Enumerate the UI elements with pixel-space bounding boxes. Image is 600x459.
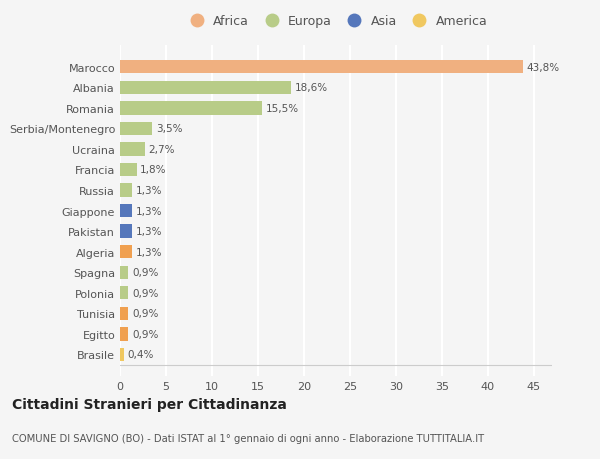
Bar bbox=[120, 246, 132, 259]
Text: 3,5%: 3,5% bbox=[156, 124, 182, 134]
Bar bbox=[120, 61, 523, 74]
Text: 1,8%: 1,8% bbox=[140, 165, 167, 175]
Bar bbox=[120, 143, 145, 156]
Text: 0,9%: 0,9% bbox=[132, 309, 158, 319]
Bar bbox=[120, 225, 132, 238]
Bar bbox=[120, 307, 128, 320]
Bar bbox=[120, 102, 262, 115]
Bar bbox=[120, 204, 132, 218]
Text: 18,6%: 18,6% bbox=[295, 83, 328, 93]
Bar bbox=[120, 123, 152, 136]
Text: 1,3%: 1,3% bbox=[136, 206, 162, 216]
Text: 1,3%: 1,3% bbox=[136, 185, 162, 196]
Text: 0,9%: 0,9% bbox=[132, 329, 158, 339]
Bar bbox=[120, 163, 137, 177]
Text: Cittadini Stranieri per Cittadinanza: Cittadini Stranieri per Cittadinanza bbox=[12, 397, 287, 412]
Text: 1,3%: 1,3% bbox=[136, 247, 162, 257]
Text: 0,9%: 0,9% bbox=[132, 268, 158, 278]
Text: 0,9%: 0,9% bbox=[132, 288, 158, 298]
Text: COMUNE DI SAVIGNO (BO) - Dati ISTAT al 1° gennaio di ogni anno - Elaborazione TU: COMUNE DI SAVIGNO (BO) - Dati ISTAT al 1… bbox=[12, 433, 484, 442]
Bar bbox=[120, 348, 124, 361]
Bar bbox=[120, 328, 128, 341]
Bar bbox=[120, 184, 132, 197]
Bar bbox=[120, 286, 128, 300]
Legend: Africa, Europa, Asia, America: Africa, Europa, Asia, America bbox=[179, 10, 493, 33]
Text: 1,3%: 1,3% bbox=[136, 227, 162, 237]
Text: 15,5%: 15,5% bbox=[266, 104, 299, 113]
Text: 0,4%: 0,4% bbox=[127, 350, 154, 360]
Bar bbox=[120, 266, 128, 280]
Text: 2,7%: 2,7% bbox=[148, 145, 175, 155]
Bar bbox=[120, 81, 291, 95]
Text: 43,8%: 43,8% bbox=[526, 62, 559, 73]
